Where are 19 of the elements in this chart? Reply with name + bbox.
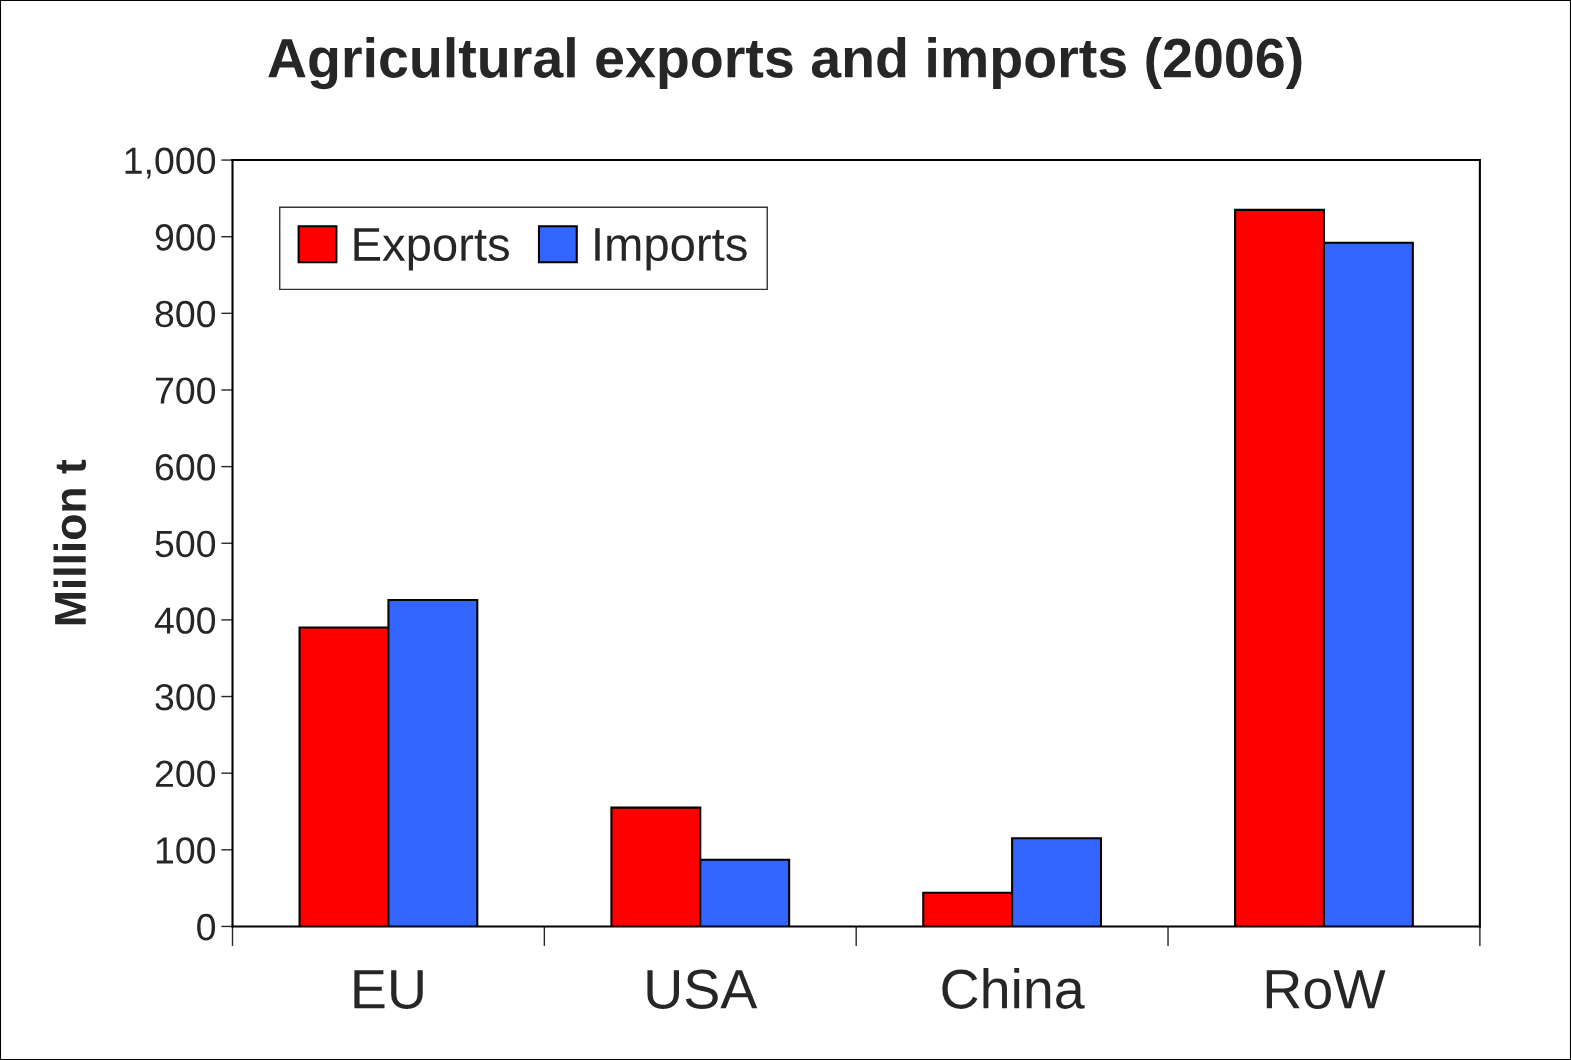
legend-label: Exports [354,228,509,271]
x-tick-label: China [942,968,1085,1009]
y-tick-label: 800 [155,300,216,328]
y-tick-label: 100 [156,837,216,864]
legend-label: Imports [595,228,747,271]
x-tick-label: RoW [1266,970,1386,1009]
y-tick-label: 0 [197,913,216,941]
y-tick-label: 200 [155,760,216,788]
x-tick-label: EU [354,970,423,1009]
y-tick-label: 600 [155,454,216,481]
y-tick-label: 300 [155,683,216,711]
y-axis-title: Million t [53,459,87,625]
y-tick-label: 900 [155,224,216,251]
x-tick-label: USA [647,969,758,1009]
y-tick-label: 1,000 [125,147,216,179]
chart-title: Agricultural exports and imports (2006) [268,37,1302,90]
y-tick-label: 700 [155,377,216,404]
y-tick-label: 400 [154,607,216,634]
y-tick-label: 500 [155,530,216,558]
